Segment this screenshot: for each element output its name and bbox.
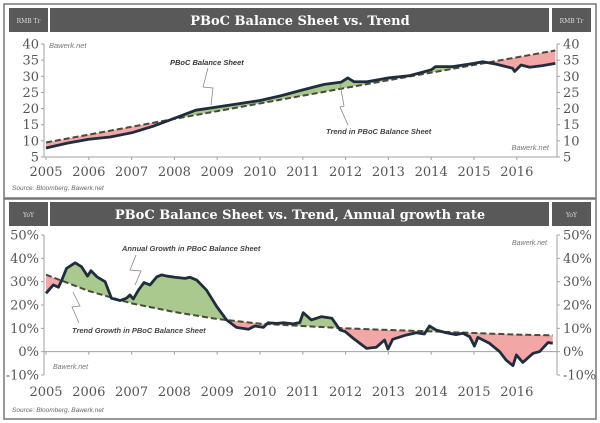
annotation-trend-growth: Trend Growth in PBoC Balance Sheet [72,326,206,335]
y-tick-label-left: 35 [22,54,39,69]
top-unit-label-right: RMB Tr [560,18,584,25]
y-tick-label-right: 20 [563,102,580,117]
x-tick-label: 2016 [500,165,533,180]
x-tick-label: 2012 [329,385,362,400]
x-tick-label: 2008 [158,385,191,400]
callout-line-balance-sheet [202,67,214,106]
bottom-unit-label-right: YoY [565,212,578,219]
series-line [44,261,553,368]
y-tick-label-left: 30% [10,275,39,290]
y-tick-label-right: 10 [563,134,580,149]
y-tick-label-right: 35 [563,54,580,69]
y-tick-label-right: 5 [563,151,571,166]
annotation-trend: Trend in PBoC Balance Sheet [326,127,432,136]
x-tick-label: 2007 [115,385,148,400]
x-tick-label: 2016 [500,385,533,400]
y-tick-label-left: 0% [18,345,39,360]
bottom-unit-label-left: YoY [22,212,35,219]
annotation-annual-growth: Annual Growth in PBoC Balance Sheet [121,244,261,253]
bottom-chart-title: PBoC Balance Sheet vs. Trend, Annual gro… [115,208,485,223]
y-tick-label-left: 30 [22,70,39,85]
top-title-bar [50,8,549,32]
top-unit-box-left [9,8,48,32]
y-tick-label-right: 15 [563,118,580,133]
x-tick-label: 2009 [201,165,234,180]
bottom-title-bar [50,202,549,226]
x-tick-label: 2008 [158,165,191,180]
x-tick-label: 2013 [372,165,405,180]
y-tick-label-right: -10% [563,369,596,384]
top-watermark-left: Bawerk.net [49,41,87,50]
y-tick-label-left: 20 [22,102,39,117]
top-panel-frame [3,3,597,199]
y-tick-label-right: 50% [563,229,592,244]
x-tick-label: 2009 [201,385,234,400]
y-tick-label-right: 30% [563,275,592,290]
fill-above-trend [61,262,112,299]
callout-line-trend [339,83,349,126]
top-watermark-right: Bawerk.net [511,143,549,152]
bottom-unit-box-left [9,202,48,226]
bottom-plot: -10% -10% 0% 0% 10% 10% 20% 20% 30% 30% 40% 40% 50% 5… [6,229,597,401]
x-tick-label: 2005 [29,165,62,180]
top-unit-box-right [552,8,591,32]
x-tick-label: 2011 [286,165,319,180]
x-tick-label: 2015 [457,385,490,400]
y-tick-label-left: 25 [22,86,39,101]
trend-line [45,49,556,144]
y-tick-label-right: 40% [563,252,592,267]
x-tick-label: 2010 [243,165,276,180]
x-tick-label: 2014 [415,165,448,180]
bottom-panel-frame [3,198,597,420]
y-tick-label-left: 10% [10,322,39,337]
trend-line [45,273,553,337]
callout-line-annual-growth [129,254,142,286]
y-tick-label-left: 40 [22,38,39,53]
callout-line-trend-growth [71,291,81,324]
x-tick-label: 2006 [72,385,105,400]
y-tick-label-right: 20% [563,299,592,314]
y-tick-label-left: 15 [22,118,39,133]
y-tick-label-left: 40% [10,252,39,267]
annotation-balance-sheet: PBoC Balance Sheet [170,58,244,67]
x-tick-label: 2012 [329,165,362,180]
y-tick-label-left: -10% [6,369,39,384]
bottom-watermark-right: Bawerk.net [512,240,548,247]
y-tick-label-right: 10% [563,322,592,337]
top-unit-label-left: RMB Tr [17,18,41,25]
y-tick-label-left: 50% [10,229,39,244]
bottom-source: Source: Bloomberg, Bawerk.net [12,407,105,414]
x-tick-label: 2006 [72,165,105,180]
bottom-unit-box-right [552,202,591,226]
x-tick-label: 2014 [415,385,448,400]
x-tick-label: 2015 [457,165,490,180]
x-tick-label: 2010 [243,385,276,400]
top-source: Source: Bloomberg, Bawerk.net [12,185,105,192]
top-chart-title: PBoC Balance Sheet vs. Trend [190,14,409,29]
x-tick-label: 2011 [286,385,319,400]
y-tick-label-left: 10 [22,134,39,149]
series-line [45,60,556,150]
y-tick-label-right: 30 [563,70,580,85]
y-tick-label-right: 40 [563,38,580,53]
y-tick-label-right: 25 [563,86,580,101]
y-tick-label-left: 20% [10,299,39,314]
bottom-watermark-left: Bawerk.net [53,364,89,371]
y-tick-label-left: 5 [31,151,39,166]
x-tick-label: 2007 [115,165,148,180]
x-tick-label: 2013 [372,385,405,400]
x-tick-label: 2005 [29,385,62,400]
fill-above-trend [120,274,228,321]
y-tick-label-right: 0% [563,345,584,360]
